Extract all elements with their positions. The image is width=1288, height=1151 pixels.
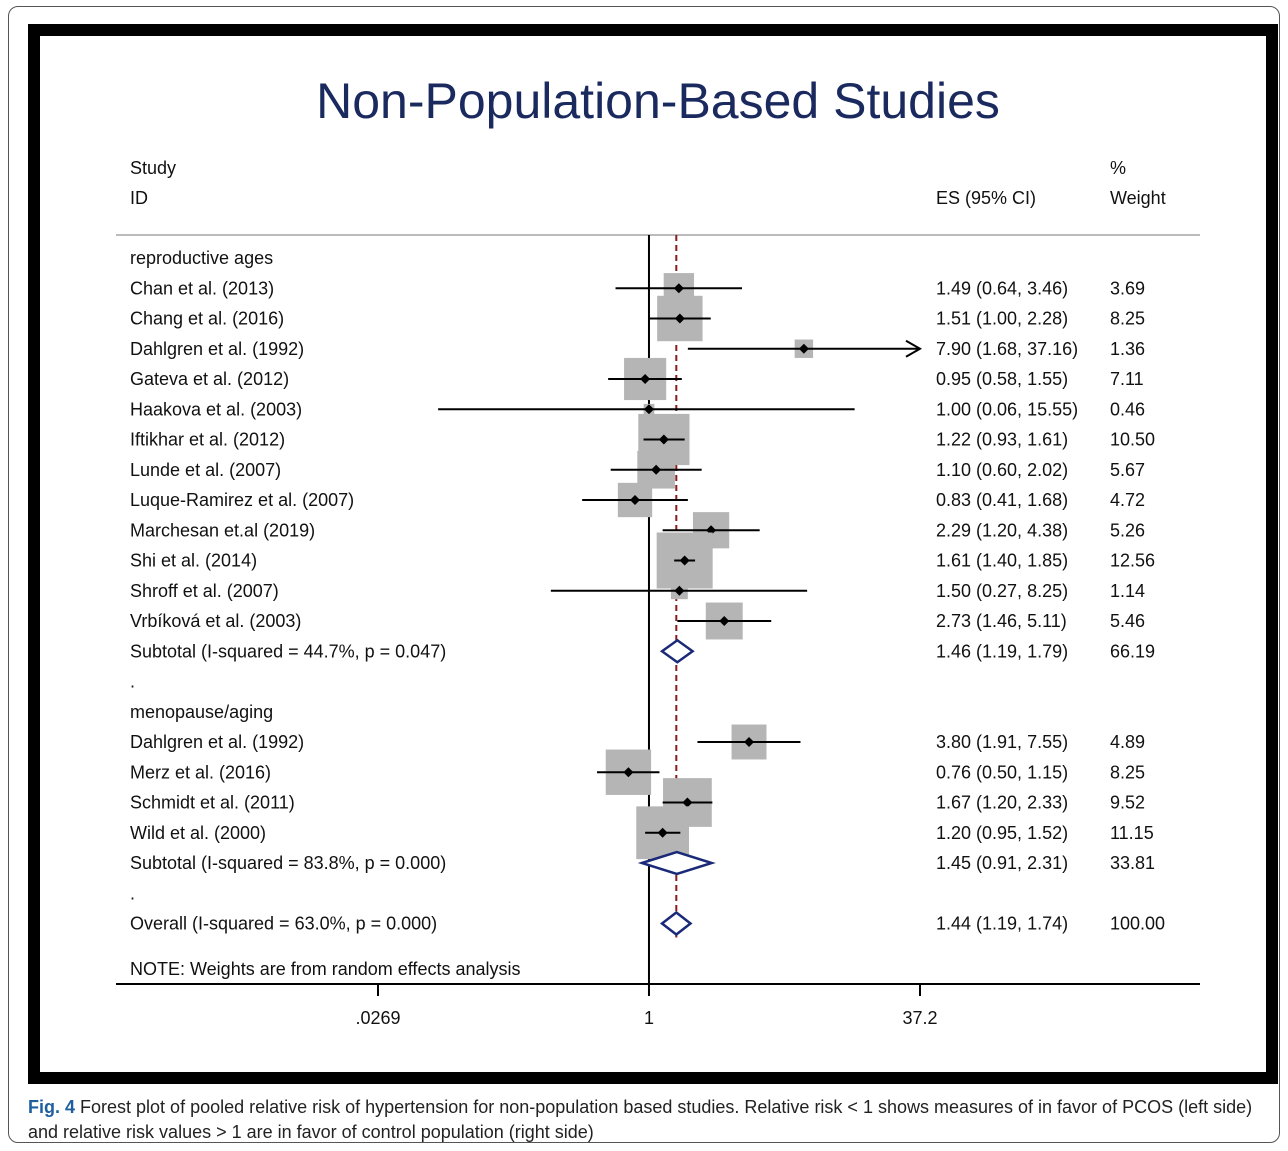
weight-value: 1.14 bbox=[1110, 581, 1145, 601]
overall-label: Overall (I-squared = 63.0%, p = 0.000) bbox=[130, 914, 437, 934]
point-estimate bbox=[679, 555, 690, 566]
es-ci-value: 1.10 (0.60, 2.02) bbox=[936, 460, 1068, 480]
group-label: reproductive ages bbox=[130, 248, 273, 268]
weight-value: 12.56 bbox=[1110, 551, 1155, 571]
x-tick-label: .0269 bbox=[355, 1008, 400, 1028]
forest-plot: Study ID ES (95% CI)% Weight reproductive ag… bbox=[116, 158, 1200, 1028]
weight-value: 8.25 bbox=[1110, 762, 1145, 782]
es-ci-value: 1.50 (0.27, 8.25) bbox=[936, 581, 1068, 601]
weight-value: 5.67 bbox=[1110, 460, 1145, 480]
weight-value: 1.36 bbox=[1110, 339, 1145, 359]
weight-value: 10.50 bbox=[1110, 430, 1155, 450]
study-label: Shi et al. (2014) bbox=[130, 551, 257, 571]
weight-value: 5.46 bbox=[1110, 611, 1145, 631]
weight-value: 100.00 bbox=[1110, 914, 1165, 934]
weight-value: 5.26 bbox=[1110, 520, 1145, 540]
es-ci-value: 0.95 (0.58, 1.55) bbox=[936, 369, 1068, 389]
study-label: Marchesan et.al (2019) bbox=[130, 520, 315, 540]
point-estimate bbox=[658, 434, 669, 445]
es-ci-value: 1.22 (0.93, 1.61) bbox=[936, 430, 1068, 450]
weight-value: 0.46 bbox=[1110, 399, 1145, 419]
weight-value: 8.25 bbox=[1110, 309, 1145, 329]
weight-value: 3.69 bbox=[1110, 278, 1145, 298]
subtotal-label: Subtotal (I-squared = 83.8%, p = 0.000) bbox=[130, 853, 446, 873]
es-ci-value: 1.20 (0.95, 1.52) bbox=[936, 823, 1068, 843]
es-ci-value: 2.29 (1.20, 4.38) bbox=[936, 520, 1068, 540]
study-label: Luque-Ramirez et al. (2007) bbox=[130, 490, 354, 510]
weight-value: 4.72 bbox=[1110, 490, 1145, 510]
point-estimate bbox=[674, 585, 685, 596]
x-tick-label: 1 bbox=[644, 1008, 654, 1028]
point-estimate bbox=[651, 464, 662, 475]
pooled-diamond bbox=[659, 910, 693, 937]
study-label: Schmidt et al. (2011) bbox=[130, 793, 295, 813]
figure-label: Fig. 4 bbox=[28, 1097, 76, 1117]
header-weight: Weight bbox=[1110, 188, 1166, 208]
subtotal-label: Subtotal (I-squared = 44.7%, p = 0.047) bbox=[130, 641, 446, 661]
blank-label: . bbox=[130, 672, 135, 692]
point-estimate bbox=[623, 767, 634, 778]
ci-arrow bbox=[905, 339, 923, 358]
point-estimate bbox=[640, 374, 651, 384]
weight-value: 7.11 bbox=[1110, 369, 1144, 389]
point-estimate bbox=[798, 343, 809, 354]
study-label: Dahlgren et al. (1992) bbox=[130, 339, 304, 359]
weights-note: NOTE: Weights are from random effects an… bbox=[130, 959, 520, 979]
weight-value: 33.81 bbox=[1110, 853, 1155, 873]
study-label: Chang et al. (2016) bbox=[130, 309, 284, 329]
chart-title: Non-Population-Based Studies bbox=[316, 73, 1000, 129]
weight-value: 11.15 bbox=[1110, 823, 1154, 843]
es-ci-value: 1.49 (0.64, 3.46) bbox=[936, 278, 1068, 298]
header-id: ID bbox=[130, 188, 148, 208]
point-estimate bbox=[657, 827, 668, 838]
point-estimate bbox=[744, 737, 755, 747]
study-label: Vrbíková et al. (2003) bbox=[130, 611, 301, 631]
point-estimate bbox=[630, 495, 641, 505]
study-label: Haakova et al. (2003) bbox=[130, 399, 302, 419]
es-ci-value: 2.73 (1.46, 5.11) bbox=[936, 611, 1067, 631]
x-tick-label: 37.2 bbox=[902, 1008, 937, 1028]
caption-text: Forest plot of pooled relative risk of h… bbox=[28, 1097, 1253, 1142]
point-estimate bbox=[673, 283, 684, 294]
study-label: Lunde et al. (2007) bbox=[130, 460, 281, 480]
es-ci-value: 1.61 (1.40, 1.85) bbox=[936, 551, 1068, 571]
study-label: Shroff et al. (2007) bbox=[130, 581, 279, 601]
weight-value: 9.52 bbox=[1110, 793, 1145, 813]
es-ci-value: 1.51 (1.00, 2.28) bbox=[936, 309, 1068, 329]
study-label: Iftikhar et al. (2012) bbox=[130, 430, 285, 450]
point-estimate bbox=[719, 616, 730, 626]
point-estimate bbox=[643, 404, 654, 415]
es-ci-value: 1.00 (0.06, 15.55) bbox=[936, 399, 1078, 419]
es-ci-value: 1.46 (1.19, 1.79) bbox=[936, 641, 1068, 661]
es-ci-value: 0.83 (0.41, 1.68) bbox=[936, 490, 1068, 510]
pooled-diamond bbox=[659, 638, 695, 664]
weight-value: 4.89 bbox=[1110, 732, 1145, 752]
study-label: Gateva et al. (2012) bbox=[130, 369, 289, 389]
header-study: Study bbox=[130, 158, 176, 178]
figure-frame bbox=[8, 6, 1280, 1143]
es-ci-value: 3.80 (1.91, 7.55) bbox=[936, 732, 1068, 752]
study-label: Wild et al. (2000) bbox=[130, 823, 266, 843]
header-es-ci: ES (95% CI) bbox=[936, 188, 1036, 208]
chart-border bbox=[28, 24, 1278, 1084]
point-estimate bbox=[682, 797, 693, 808]
blank-label: . bbox=[130, 883, 135, 903]
point-estimate bbox=[674, 313, 685, 324]
study-label: Merz et al. (2016) bbox=[130, 762, 271, 782]
study-label: Chan et al. (2013) bbox=[130, 278, 274, 298]
pooled-diamond bbox=[637, 850, 716, 876]
study-label: Dahlgren et al. (1992) bbox=[130, 732, 304, 752]
es-ci-value: 0.76 (0.50, 1.15) bbox=[936, 762, 1068, 782]
figure-caption: Fig. 4 Forest plot of pooled relative ri… bbox=[28, 1095, 1268, 1145]
weight-value: 66.19 bbox=[1110, 641, 1155, 661]
es-ci-value: 1.67 (1.20, 2.33) bbox=[936, 793, 1068, 813]
es-ci-value: 1.44 (1.19, 1.74) bbox=[936, 914, 1068, 934]
group-label: menopause/aging bbox=[130, 702, 273, 722]
header-percent: % bbox=[1110, 158, 1126, 178]
es-ci-value: 1.45 (0.91, 2.31) bbox=[936, 853, 1068, 873]
es-ci-value: 7.90 (1.68, 37.16) bbox=[936, 339, 1078, 359]
